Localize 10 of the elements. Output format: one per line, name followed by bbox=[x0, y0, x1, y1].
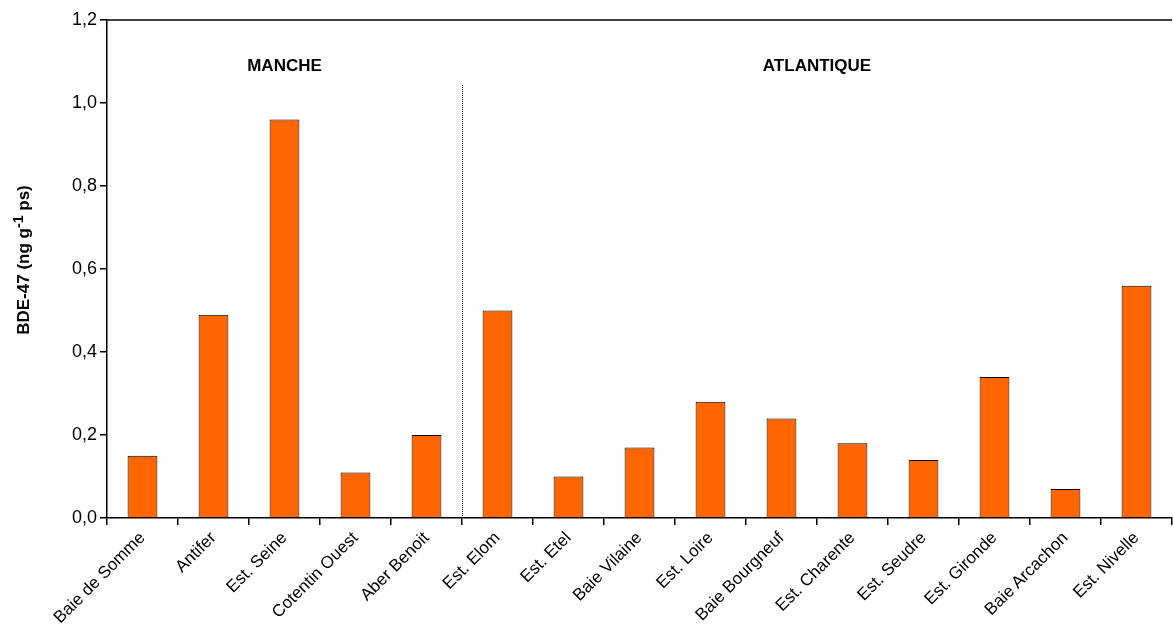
y-tick-label: 0,4 bbox=[71, 341, 97, 361]
annotation: MANCHE bbox=[247, 55, 322, 75]
y-tick-label: 1,0 bbox=[71, 91, 97, 112]
y-tick-label: 1,2 bbox=[71, 8, 97, 29]
annotation: ATLANTIQUE bbox=[762, 55, 872, 75]
y-tick-label: 0,0 bbox=[71, 507, 97, 528]
y-tick-label: 0,6 bbox=[71, 257, 97, 278]
y-tick-label: 0,8 bbox=[71, 174, 97, 195]
x-tick-label: Est. Etel bbox=[516, 527, 575, 587]
y-tick-label: 0,2 bbox=[71, 424, 97, 445]
